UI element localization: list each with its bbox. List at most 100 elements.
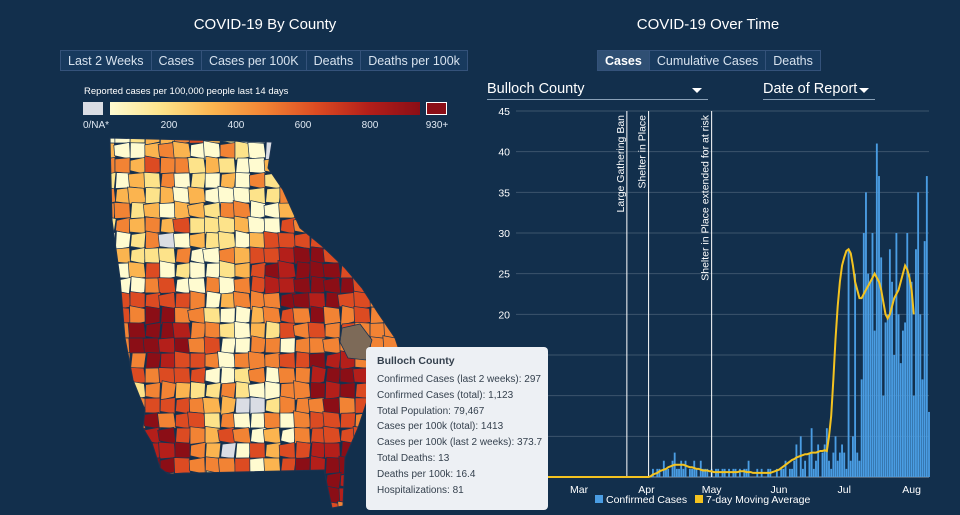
county-cell bbox=[110, 381, 117, 400]
county-cell bbox=[384, 156, 400, 175]
county-cell bbox=[278, 352, 296, 370]
county-cell bbox=[265, 396, 282, 415]
county-cell bbox=[205, 290, 222, 311]
county-dropdown[interactable]: Bulloch County bbox=[487, 78, 708, 100]
county-cell bbox=[172, 217, 192, 235]
county-cell bbox=[325, 138, 342, 145]
county-cell bbox=[263, 471, 281, 490]
county-cell bbox=[292, 171, 312, 190]
county-cell bbox=[110, 500, 117, 508]
tab-cases-series[interactable]: Cases bbox=[598, 51, 649, 70]
tooltip-per100k-2wk: Cases per 100k (last 2 weeks): 373.7 bbox=[377, 437, 543, 449]
tab-deaths-series[interactable]: Deaths bbox=[765, 51, 820, 70]
county-cell bbox=[250, 412, 267, 429]
county-cell bbox=[294, 187, 311, 204]
county-cell bbox=[397, 232, 400, 250]
case-bar bbox=[893, 355, 896, 477]
x-tick-label: May bbox=[702, 484, 723, 496]
case-bar bbox=[747, 460, 750, 477]
case-bar bbox=[865, 192, 867, 477]
county-cell bbox=[115, 486, 132, 505]
tooltip-deaths: Total Deaths: 13 bbox=[377, 452, 450, 464]
county-cell bbox=[369, 292, 386, 310]
tab-cases[interactable]: Cases bbox=[150, 51, 201, 70]
county-cell bbox=[234, 397, 251, 414]
annotation-label: Shelter in Place extended for at risk bbox=[700, 114, 712, 281]
county-cell bbox=[263, 217, 281, 234]
county-cell bbox=[157, 471, 177, 490]
tab-deaths-per-100k[interactable]: Deaths per 100k bbox=[360, 51, 467, 70]
tooltip-deaths-per100k: Deaths per 100k: 16.4 bbox=[377, 468, 476, 480]
county-cell bbox=[190, 367, 207, 385]
legend-max-label: 930+ bbox=[425, 120, 449, 131]
county-cell bbox=[220, 442, 237, 459]
tab-cumulative-cases[interactable]: Cumulative Cases bbox=[648, 51, 765, 70]
county-cell bbox=[187, 156, 207, 175]
county-cell bbox=[309, 246, 326, 265]
county-cell bbox=[384, 201, 400, 220]
county-cell bbox=[323, 276, 341, 295]
county-cell bbox=[263, 292, 282, 309]
county-cell bbox=[129, 427, 146, 444]
county-cell bbox=[325, 187, 342, 204]
county-cell bbox=[110, 247, 116, 264]
case-bar bbox=[830, 468, 833, 477]
county-cell bbox=[129, 291, 146, 310]
county-cell bbox=[310, 232, 327, 250]
county-cell bbox=[340, 262, 357, 279]
county-cell bbox=[310, 365, 327, 386]
legend-tick-200: 200 bbox=[160, 120, 178, 131]
county-cell bbox=[385, 138, 400, 145]
case-bar bbox=[867, 273, 870, 477]
case-bar bbox=[862, 233, 865, 477]
county-cell bbox=[280, 155, 297, 176]
county-cell bbox=[202, 397, 222, 414]
county-cell bbox=[233, 412, 252, 429]
county-cell bbox=[127, 186, 147, 205]
case-bar bbox=[815, 460, 817, 477]
case-bar bbox=[899, 363, 902, 477]
case-bar bbox=[784, 460, 787, 477]
county-cell bbox=[217, 230, 237, 251]
average-line bbox=[516, 247, 915, 478]
time-series-tabs: Cases Cumulative Cases Deaths bbox=[597, 50, 821, 71]
county-cell bbox=[354, 202, 371, 220]
county-cell bbox=[382, 217, 400, 234]
tab-last-2-weeks[interactable]: Last 2 Weeks bbox=[68, 53, 144, 68]
county-cell bbox=[309, 471, 326, 490]
tooltip-cases-total: Confirmed Cases (total): 1,123 bbox=[377, 389, 514, 401]
case-bar bbox=[704, 468, 707, 477]
county-cell bbox=[339, 246, 356, 265]
county-cell bbox=[294, 367, 311, 384]
case-bar bbox=[841, 444, 843, 477]
case-bar bbox=[871, 233, 874, 477]
county-cell bbox=[339, 412, 356, 429]
county-cell bbox=[399, 247, 400, 264]
county-cell bbox=[110, 156, 116, 175]
county-cell bbox=[338, 396, 356, 415]
tab-cases-per-100k[interactable]: Cases per 100K bbox=[200, 51, 306, 70]
county-cell bbox=[174, 200, 191, 221]
county-cell bbox=[353, 232, 371, 250]
date-type-dropdown[interactable]: Date of Report bbox=[763, 78, 875, 100]
county-cell bbox=[144, 262, 161, 279]
county-cell bbox=[249, 200, 266, 221]
county-cell bbox=[110, 261, 116, 280]
case-bar bbox=[910, 281, 913, 477]
county-cell bbox=[157, 277, 177, 294]
tab-deaths[interactable]: Deaths bbox=[305, 51, 361, 70]
county-cell bbox=[202, 247, 222, 265]
county-cell bbox=[399, 157, 400, 174]
county-cell bbox=[205, 382, 222, 400]
county-cell bbox=[399, 138, 400, 146]
county-cell bbox=[189, 231, 206, 250]
case-bar bbox=[858, 460, 861, 477]
case-bar bbox=[847, 249, 850, 477]
county-cell bbox=[234, 352, 251, 369]
county-cell bbox=[250, 335, 267, 356]
county-cell bbox=[175, 427, 192, 444]
x-tick-label: Apr bbox=[638, 484, 655, 496]
county-cell bbox=[293, 202, 311, 219]
case-bar bbox=[821, 452, 824, 477]
case-bar bbox=[743, 468, 746, 477]
